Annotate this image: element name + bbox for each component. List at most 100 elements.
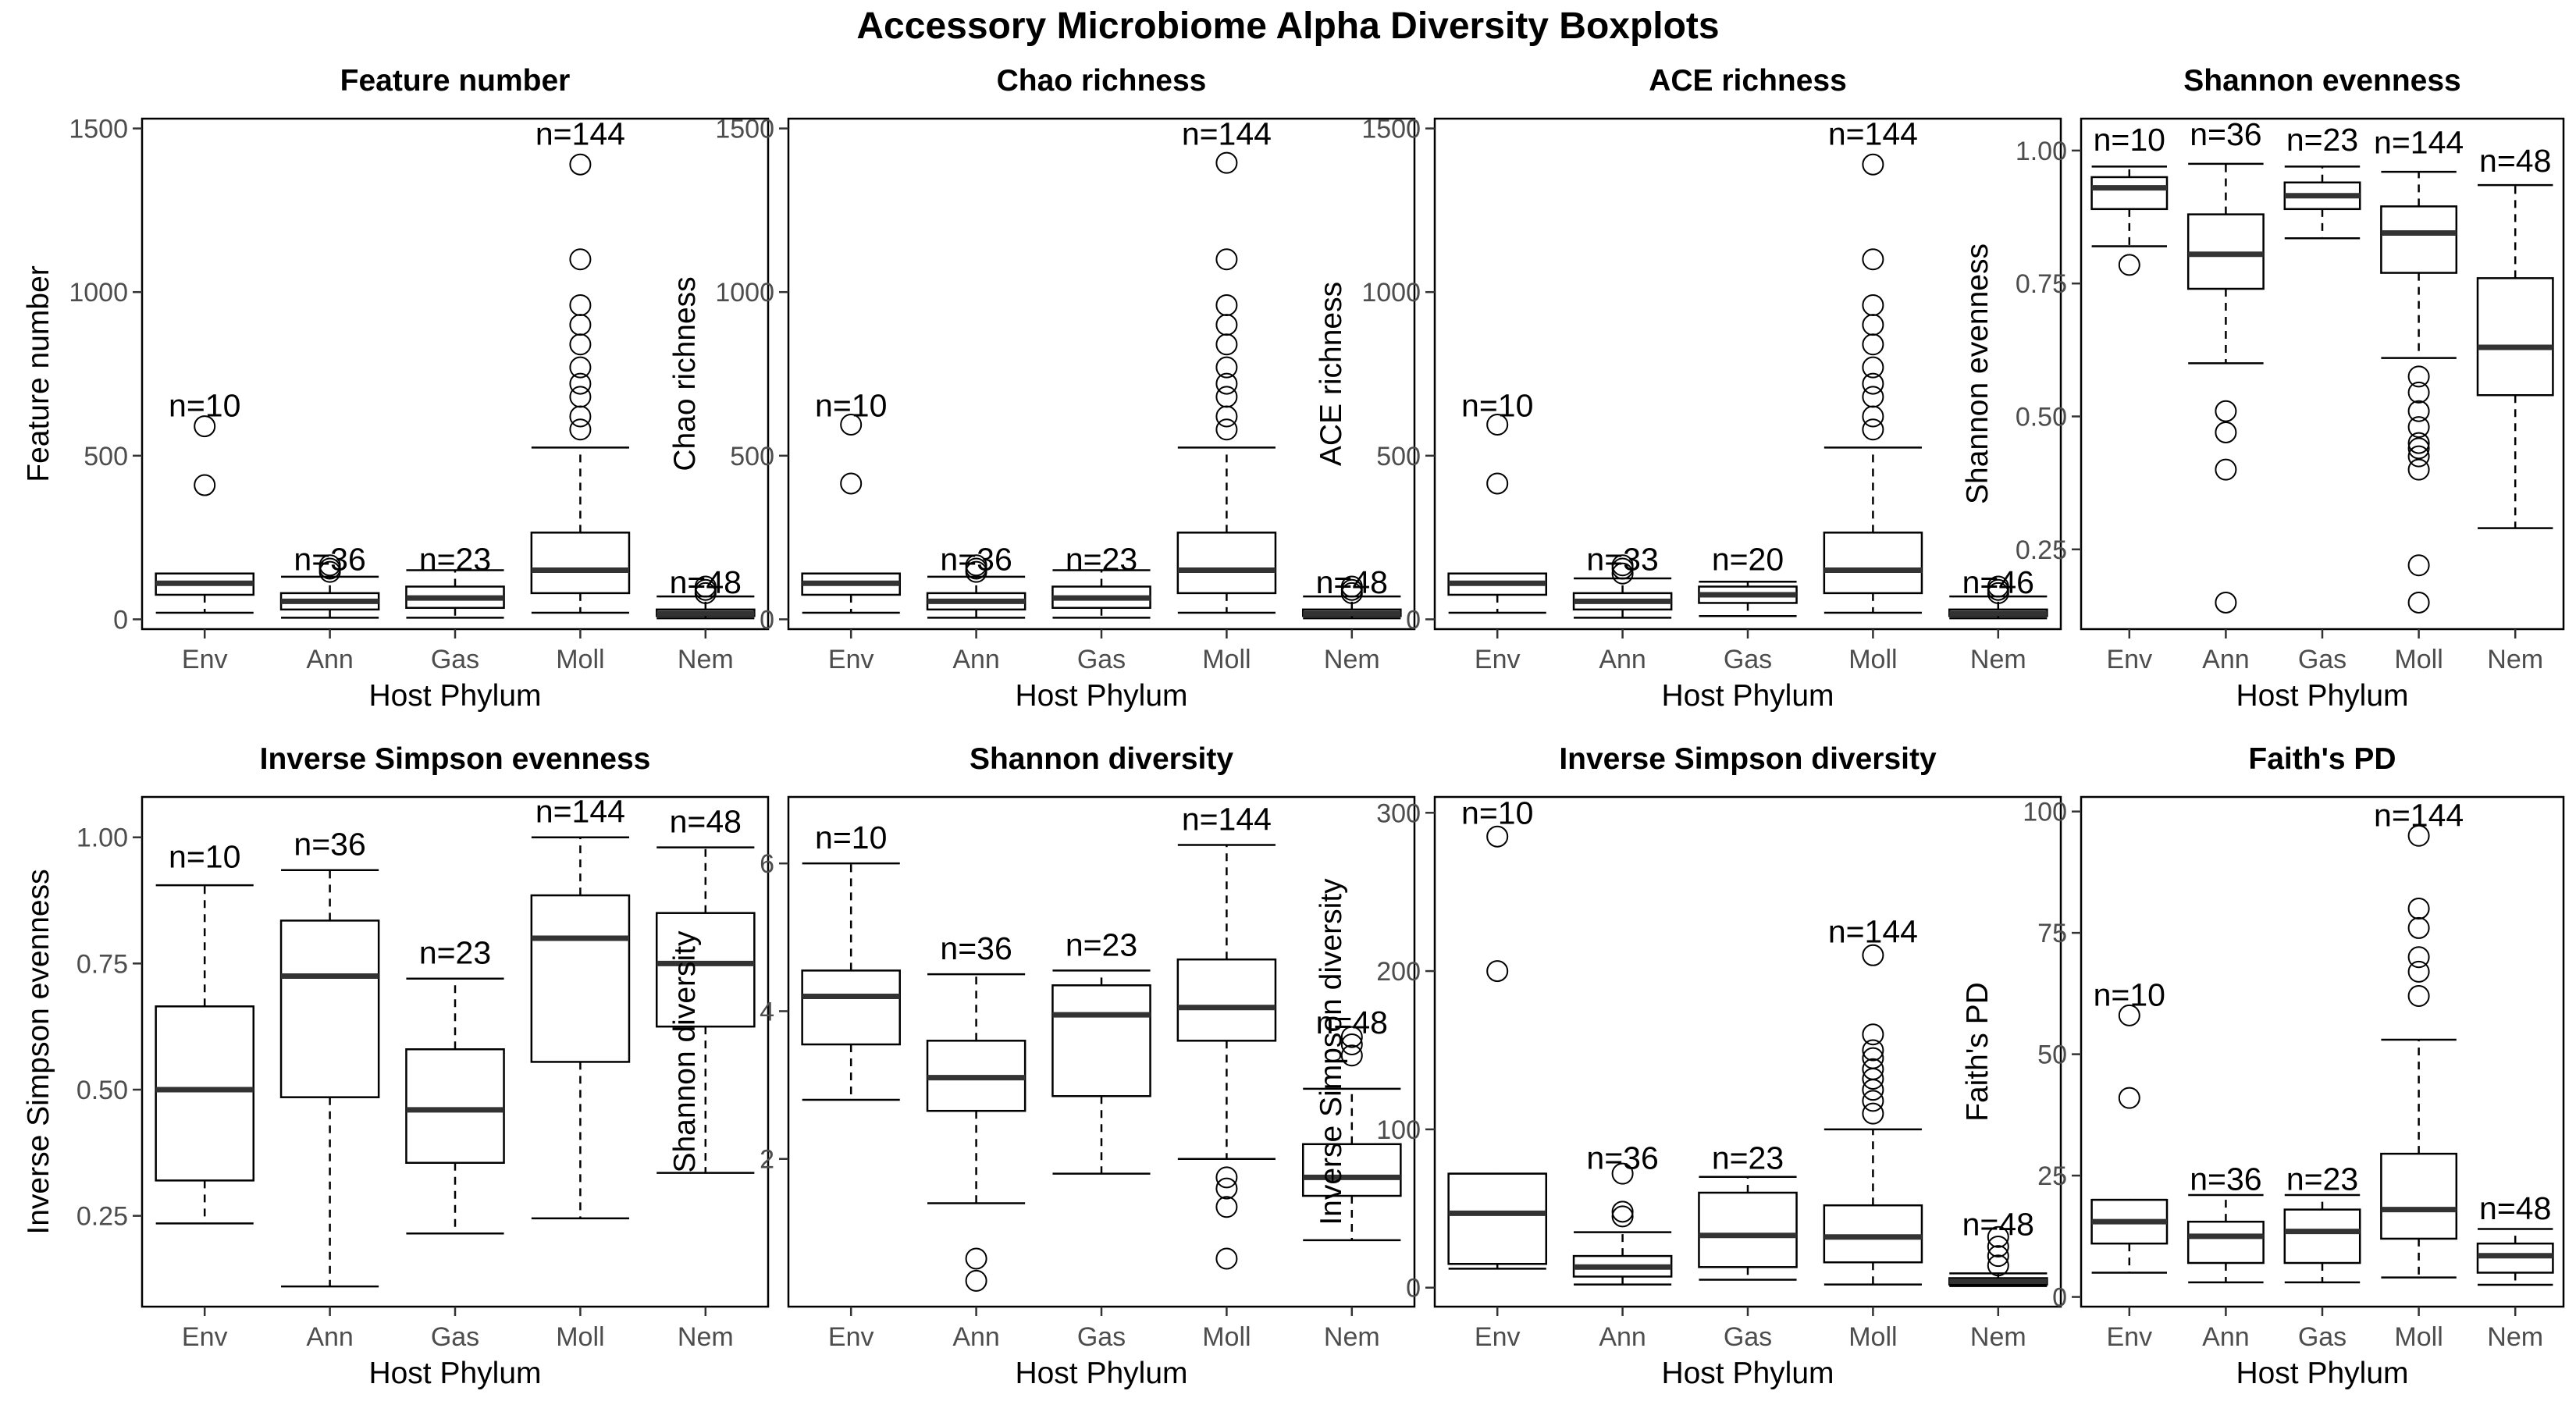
outlier-point: [1862, 1023, 1884, 1046]
sample-size-label: n=144: [535, 793, 625, 829]
x-axis-label: Host Phylum: [1661, 679, 1834, 713]
outlier-point: [1215, 1166, 1238, 1189]
box-env: n=10: [2090, 976, 2169, 1274]
outlier-point: [2407, 416, 2430, 439]
sample-size-label: n=23: [1066, 542, 1137, 578]
figure-title: Accessory Microbiome Alpha Diversity Box…: [856, 5, 1720, 47]
y-tick-label: 0.25: [2016, 535, 2067, 565]
panel-8: Faith's PD 0 25 50 75 100 Faith's PD Env Ann Gas M…: [1961, 742, 2565, 1390]
box-env: n=10: [1447, 795, 1548, 1270]
panel-1: Feature number 0 500 1000 1500 Feature number…: [22, 64, 770, 713]
x-tick-label: Moll: [2394, 645, 2443, 674]
outlier-point: [694, 575, 717, 598]
outlier-point: [1862, 418, 1884, 441]
outlier-point: [569, 418, 592, 441]
x-tick-label: Gas: [431, 1322, 479, 1352]
iqr-box: [279, 919, 380, 1098]
outlier-point: [1862, 1102, 1884, 1125]
box-gas: n=20: [1698, 542, 1798, 617]
outlier-point: [1862, 356, 1884, 379]
outlier-point: [965, 1247, 987, 1270]
box-gas: n=23: [1051, 542, 1151, 619]
panel-title: Faith's PD: [2248, 742, 2396, 776]
y-axis-label: Faith's PD: [1961, 982, 1994, 1122]
sample-size-label: n=144: [2374, 797, 2464, 833]
box-ann: n=36: [279, 542, 380, 619]
y-tick-label: 1000: [715, 278, 774, 308]
box-env: n=10: [1447, 388, 1548, 614]
sample-size-label: n=10: [169, 839, 240, 875]
box-moll: n=144: [1176, 802, 1277, 1270]
y-tick-label: 500: [84, 442, 128, 471]
y-tick-label: 0.50: [2016, 403, 2067, 432]
outlier-point: [1486, 413, 1509, 436]
outlier-point: [1340, 1033, 1363, 1056]
panel-6: Shannon diversity 2 4 6 Shannon diversity Env…: [668, 742, 1416, 1390]
sample-size-label: n=33: [1586, 542, 1658, 578]
outlier-point: [1611, 1200, 1634, 1223]
iqr-box: [2090, 176, 2169, 211]
panel-2: Chao richness 0 500 1000 1500 Chao richness En…: [668, 64, 1416, 713]
x-axis-label: Host Phylum: [2236, 1357, 2408, 1390]
sample-size-label: n=46: [1962, 564, 2034, 600]
outlier-point: [1340, 1026, 1363, 1048]
iqr-box: [530, 532, 631, 595]
outlier-point: [1486, 825, 1509, 848]
outlier-point: [1987, 1254, 2009, 1277]
outlier-point: [1862, 372, 1884, 395]
outlier-point: [1486, 472, 1509, 495]
sample-size-label: n=10: [815, 820, 887, 855]
outlier-point: [2407, 898, 2430, 920]
outlier-point: [569, 333, 592, 356]
sample-size-label: n=10: [815, 388, 887, 424]
outlier-point: [1215, 418, 1238, 441]
x-tick-label: Nem: [2487, 645, 2543, 674]
x-axis-label: Host Phylum: [368, 1357, 541, 1390]
x-tick-label: Gas: [2298, 645, 2347, 674]
outlier-point: [840, 413, 863, 436]
outlier-point: [1611, 554, 1634, 577]
box-ann: n=36: [926, 930, 1026, 1292]
box-gas: n=23: [405, 934, 505, 1235]
box-nem: n=48: [655, 564, 756, 620]
outlier-point: [2215, 458, 2237, 481]
iqr-box: [2380, 1152, 2458, 1240]
box-ann: n=36: [1572, 1140, 1673, 1286]
outlier-point: [2215, 591, 2237, 614]
x-tick-label: Nem: [678, 645, 734, 674]
x-tick-label: Env: [1475, 645, 1521, 674]
x-tick-label: Moll: [2394, 1322, 2443, 1352]
y-tick-label: 500: [1376, 442, 1421, 471]
iqr-box: [2283, 1208, 2361, 1264]
outlier-point: [1987, 1245, 2009, 1268]
panel-7: Inverse Simpson diversity 0 100 200 300 Inver…: [1315, 742, 2062, 1390]
panel-title: Inverse Simpson diversity: [1559, 742, 1937, 776]
outlier-point: [1340, 575, 1363, 598]
sample-size-label: n=23: [419, 934, 491, 970]
outlier-point: [1862, 1058, 1884, 1080]
outlier-point: [1862, 405, 1884, 428]
x-tick-label: Nem: [2487, 1322, 2543, 1352]
sample-size-label: n=36: [1586, 1140, 1658, 1176]
box-gas: n=23: [2283, 122, 2361, 240]
box-env: n=10: [2090, 122, 2169, 276]
box-ann: n=33: [1572, 542, 1673, 619]
outlier-point: [569, 372, 592, 395]
y-tick-label: 100: [2023, 798, 2067, 827]
iqr-box: [1823, 1204, 1923, 1264]
outlier-point: [2118, 254, 2140, 276]
box-ann: n=36: [2186, 116, 2265, 614]
iqr-box: [530, 894, 631, 1063]
outlier-point: [2407, 824, 2430, 847]
box-nem: n=48: [2476, 143, 2554, 529]
sample-size-label: n=36: [2190, 1161, 2261, 1197]
outlier-point: [2407, 458, 2430, 481]
outlier-point: [1862, 386, 1884, 408]
panel-5: Inverse Simpson evenness 0.25 0.50 0.75 1.00…: [22, 742, 770, 1390]
box-nem: n=48: [1301, 1005, 1402, 1242]
sample-size-label: n=20: [1712, 542, 1784, 578]
outlier-point: [1215, 248, 1238, 271]
x-tick-label: Ann: [306, 1322, 354, 1352]
x-tick-label: Moll: [1848, 1322, 1897, 1352]
sample-size-label: n=36: [294, 826, 365, 862]
